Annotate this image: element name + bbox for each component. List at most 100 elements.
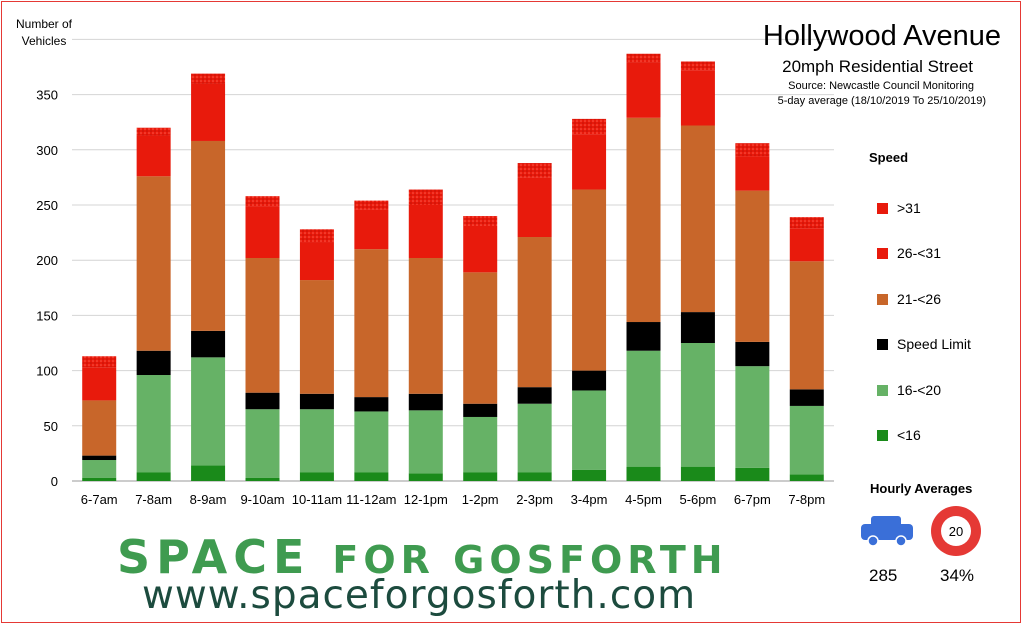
x-tick-label: 2-3pm — [516, 492, 553, 507]
bar-segment — [191, 465, 226, 481]
x-tick-label: 6-7am — [81, 492, 118, 507]
bar-segment — [245, 409, 280, 478]
bar-segment — [463, 403, 498, 417]
bars — [82, 53, 824, 481]
legend-label: 21-<26 — [897, 291, 941, 307]
bar-segment — [245, 196, 280, 207]
legend-label: Speed Limit — [897, 336, 971, 352]
x-tick-label: 7-8pm — [788, 492, 825, 507]
bar-segment — [136, 176, 171, 351]
x-tick-label: 6-7pm — [734, 492, 771, 507]
bar-segment — [299, 393, 334, 410]
legend-item: 16-<20 — [877, 382, 941, 398]
brand-word-space: SPACE — [117, 530, 311, 584]
x-tick-label: 1-2pm — [462, 492, 499, 507]
x-tick-label: 9-10am — [240, 492, 284, 507]
bar-segment — [517, 237, 552, 388]
bar-segment — [789, 228, 824, 262]
y-tick-label: 0 — [51, 474, 58, 489]
legend-swatch — [877, 247, 888, 259]
bar-segment — [245, 477, 280, 481]
y-tick-label: 50 — [44, 419, 58, 434]
bar-segment — [789, 261, 824, 390]
bar-segment — [735, 156, 770, 191]
bar-segment — [299, 409, 334, 473]
bar-segment — [299, 280, 334, 394]
y-axis-label: Number of Vehicles — [15, 17, 73, 48]
bar-segment — [245, 257, 280, 393]
bar-segment — [463, 225, 498, 273]
bar-segment — [354, 249, 389, 398]
x-tick-label: 8-9am — [190, 492, 227, 507]
legend-label: <16 — [897, 427, 921, 443]
bar-segment — [299, 229, 334, 243]
bar-segment — [626, 53, 661, 63]
bar-segment — [136, 375, 171, 473]
brand-url: www.spaceforgosforth.com — [142, 573, 697, 618]
bar-segment — [680, 61, 715, 71]
bar-segment — [626, 117, 661, 323]
y-tick-label: 350 — [36, 88, 58, 103]
bar-segment — [463, 216, 498, 226]
bar-segment — [626, 62, 661, 118]
bar-segment — [191, 83, 226, 141]
x-tick-label: 3-4pm — [571, 492, 608, 507]
bar-segment — [408, 205, 443, 258]
bar-segment — [82, 356, 117, 368]
y-tick-label: 100 — [36, 364, 58, 379]
bar-segment — [572, 390, 607, 470]
bar-segment — [572, 469, 607, 481]
legend-swatch — [877, 338, 888, 350]
bar-segment — [463, 472, 498, 481]
chart-subtitle: 20mph Residential Street — [782, 57, 973, 76]
bar-segment — [191, 140, 226, 331]
legend-item: Speed Limit — [877, 336, 971, 352]
axis-ticks: 0 50 100 150 200 250 300 350 6-7am 7-8am 8-9am 9-10… — [36, 88, 825, 507]
brand-word-for-gosforth: FOR GOSFORTH — [332, 538, 728, 582]
x-tick-label: 7-8am — [135, 492, 172, 507]
bar-segment — [735, 143, 770, 157]
speed-limit-value: 20 — [941, 516, 971, 546]
gridlines — [72, 38, 834, 482]
bar-segment — [354, 397, 389, 412]
bar-segment — [680, 312, 715, 343]
bar-segment — [680, 125, 715, 313]
bar-segment — [735, 366, 770, 468]
bar-segment — [463, 272, 498, 404]
bar-segment — [82, 400, 117, 456]
brand-wordmark: SPACE FOR GOSFORTH — [117, 530, 728, 584]
bar-segment — [626, 322, 661, 351]
chart-source: Source: Newcastle Council Monitoring — [788, 80, 974, 92]
bar-segment — [517, 387, 552, 404]
bar-segment — [354, 200, 389, 210]
bar-segment — [572, 118, 607, 135]
legend-item: 21-<26 — [877, 291, 941, 307]
legend-label: 16-<20 — [897, 382, 941, 398]
bar-segment — [191, 330, 226, 358]
legend-swatch — [877, 202, 888, 214]
chart-title: Hollywood Avenue — [762, 20, 1001, 52]
bar-segment — [572, 370, 607, 391]
bar-segment — [735, 467, 770, 481]
bar-segment — [572, 189, 607, 371]
bar-segment — [408, 410, 443, 474]
bar-segment — [82, 477, 117, 481]
bar-segment — [354, 411, 389, 473]
legend-swatch — [877, 293, 888, 305]
y-tick-label: 300 — [36, 143, 58, 158]
legend-label: 26-<31 — [897, 245, 941, 261]
chart-date-range: 5-day average (18/10/2019 To 25/10/2019) — [777, 95, 986, 107]
bar-segment — [408, 393, 443, 411]
bar-segment — [408, 257, 443, 394]
bar-segment — [408, 473, 443, 481]
bar-segment — [245, 392, 280, 410]
bar-segment — [354, 209, 389, 250]
bar-segment — [626, 466, 661, 481]
bar-segment — [82, 460, 117, 478]
bar-segment — [517, 403, 552, 473]
legend-swatch — [877, 384, 888, 396]
bar-segment — [626, 350, 661, 467]
x-tick-label: 4-5pm — [625, 492, 662, 507]
bar-segment — [136, 127, 171, 136]
